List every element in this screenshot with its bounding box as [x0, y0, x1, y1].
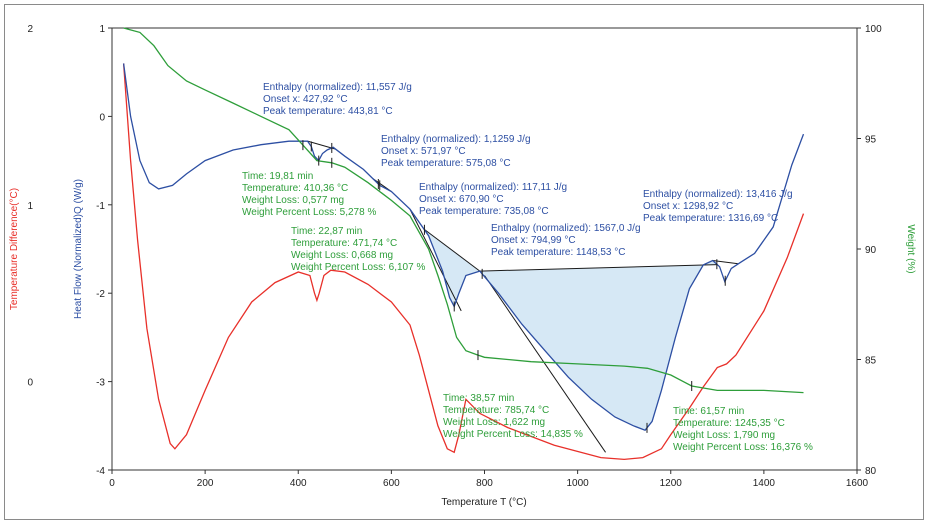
annotation-line: Time: 19,81 min — [242, 171, 313, 182]
annotation-line: Time: 38,57 min — [443, 393, 514, 404]
peak-area-735 — [423, 229, 480, 307]
annotation-weight-410: Time: 19,81 min Temperature: 410,36 °C Wei… — [242, 171, 376, 218]
weight-tick-label: 100 — [865, 24, 882, 35]
annotation-line: Weight Percent Loss: 5,278 % — [242, 207, 376, 218]
annotation-peak-443: Enthalpy (normalized): 11,557 J/g Onset x… — [263, 82, 412, 117]
annotation-peak-1148: Enthalpy (normalized): 1567,0 J/g Onset x… — [491, 223, 641, 258]
baseline-lines — [307, 140, 739, 453]
heat-flow-tick-label: -3 — [96, 378, 105, 389]
peak-area-1148 — [479, 260, 718, 431]
annotation-line: Weight Loss: 0,577 mg — [242, 195, 344, 206]
annotation-line: Weight Percent Loss: 14,835 % — [443, 429, 583, 440]
temperature-difference-line — [122, 63, 805, 461]
y-axis-label-weight: Weight (%) — [905, 224, 916, 273]
annotation-line: Time: 61,57 min — [673, 406, 744, 417]
x-tick-label: 1600 — [846, 478, 869, 489]
tangent-1148 — [484, 275, 606, 453]
annotation-line: Weight Loss: 1,790 mg — [673, 430, 775, 441]
temp-diff-tick-label: 1 — [27, 201, 33, 212]
y-axis-label-heat-flow: Heat Flow (Normalized)Q (W/g) — [73, 179, 84, 319]
annotation-line: Weight Percent Loss: 6,107 % — [291, 262, 425, 273]
weight-tick-label: 95 — [865, 135, 877, 146]
x-tick-label: 1400 — [753, 478, 776, 489]
annotation-line: Peak temperature: 1148,53 °C — [491, 247, 625, 258]
y-axis-label-temperature-difference: Temperature Difference(°C) — [9, 188, 20, 310]
annotation-line: Peak temperature: 575,08 °C — [381, 158, 511, 169]
tangent-735 — [409, 208, 462, 312]
annotation-line: Weight Loss: 0,668 mg — [291, 250, 393, 261]
x-axis-label: Temperature T (°C) — [441, 497, 526, 508]
baseline-1148 — [479, 264, 718, 272]
annotation-line: Temperature: 785,74 °C — [443, 405, 549, 416]
baseline-735 — [423, 228, 481, 272]
heat-flow-line — [122, 63, 805, 431]
annotation-line: Weight Loss: 1,622 mg — [443, 417, 545, 428]
annotation-line: Onset x: 1298,92 °C — [643, 201, 733, 212]
x-tick-label: 1200 — [660, 478, 683, 489]
annotation-line: Enthalpy (normalized): 13,416 J/g — [643, 189, 793, 200]
temp-diff-tick-label: 0 — [27, 378, 33, 389]
annotation-peak-735: Enthalpy (normalized): 117,11 J/g Onset x… — [419, 182, 567, 217]
annotation-peak-1316: Enthalpy (normalized): 13,416 J/g Onset x… — [643, 189, 793, 224]
annotation-weight-786: Time: 38,57 min Temperature: 785,74 °C Wei… — [443, 393, 583, 440]
annotation-peak-575: Enthalpy (normalized): 1,1259 J/g Onset x… — [381, 134, 531, 169]
annotation-line: Temperature: 471,74 °C — [291, 238, 397, 249]
annotation-line: Weight Percent Loss: 16,376 % — [673, 442, 813, 453]
heat-flow-tick-label: -2 — [96, 289, 105, 300]
x-tick-label: 0 — [109, 478, 115, 489]
annotation-line: Enthalpy (normalized): 117,11 J/g — [419, 182, 567, 193]
x-tick-label: 800 — [476, 478, 493, 489]
annotation-line: Temperature: 410,36 °C — [242, 183, 348, 194]
series-layer — [122, 27, 805, 461]
annotation-line: Onset x: 427,92 °C — [263, 94, 348, 105]
chart-frame: 0 200 400 600 800 1000 1200 1400 1600 2 1 0 1 0 -1 -2 -3… — [4, 4, 924, 520]
x-tick-label: 1000 — [567, 478, 590, 489]
annotation-line: Enthalpy (normalized): 11,557 J/g — [263, 82, 412, 93]
annotation-line: Onset x: 670,90 °C — [419, 194, 504, 205]
annotation-line: Peak temperature: 735,08 °C — [419, 206, 549, 217]
annotation-line: Time: 22,87 min — [291, 226, 362, 237]
annotation-line: Enthalpy (normalized): 1,1259 J/g — [381, 134, 531, 145]
annotation-weight-472: Time: 22,87 min Temperature: 471,74 °C Wei… — [291, 226, 425, 273]
x-tick-label: 600 — [383, 478, 400, 489]
annotation-line: Temperature: 1245,35 °C — [673, 418, 785, 429]
annotation-line: Enthalpy (normalized): 1567,0 J/g — [491, 223, 641, 234]
weight-line — [123, 27, 804, 394]
weight-tick-label: 85 — [865, 356, 877, 367]
weight-tick-label: 80 — [865, 466, 877, 477]
annotation-line: Onset x: 571,97 °C — [381, 146, 466, 157]
tga-dsc-chart: 0 200 400 600 800 1000 1200 1400 1600 2 1 0 1 0 -1 -2 -3… — [9, 24, 916, 508]
heat-flow-tick-label: 0 — [99, 112, 105, 123]
temp-diff-tick-label: 2 — [27, 24, 33, 35]
annotation-layer: Enthalpy (normalized): 11,557 J/g Onset x… — [242, 82, 813, 453]
annotation-line: Peak temperature: 1316,69 °C — [643, 213, 778, 224]
annotation-weight-1245: Time: 61,57 min Temperature: 1245,35 °C We… — [673, 406, 813, 453]
x-tick-label: 200 — [197, 478, 214, 489]
marker-ticks — [302, 140, 726, 433]
x-tick-label: 400 — [290, 478, 307, 489]
heat-flow-tick-label: -1 — [96, 201, 105, 212]
heat-flow-tick-label: -4 — [96, 466, 105, 477]
axis-ticks: 0 200 400 600 800 1000 1200 1400 1600 2 1 0 1 0 -1 -2 -3… — [27, 24, 882, 489]
peak-fill-areas — [423, 229, 718, 431]
annotation-line: Onset x: 794,99 °C — [491, 235, 576, 246]
weight-tick-label: 90 — [865, 245, 877, 256]
heat-flow-tick-label: 1 — [99, 24, 105, 35]
plot-area — [111, 27, 858, 471]
annotation-line: Peak temperature: 443,81 °C — [263, 106, 393, 117]
